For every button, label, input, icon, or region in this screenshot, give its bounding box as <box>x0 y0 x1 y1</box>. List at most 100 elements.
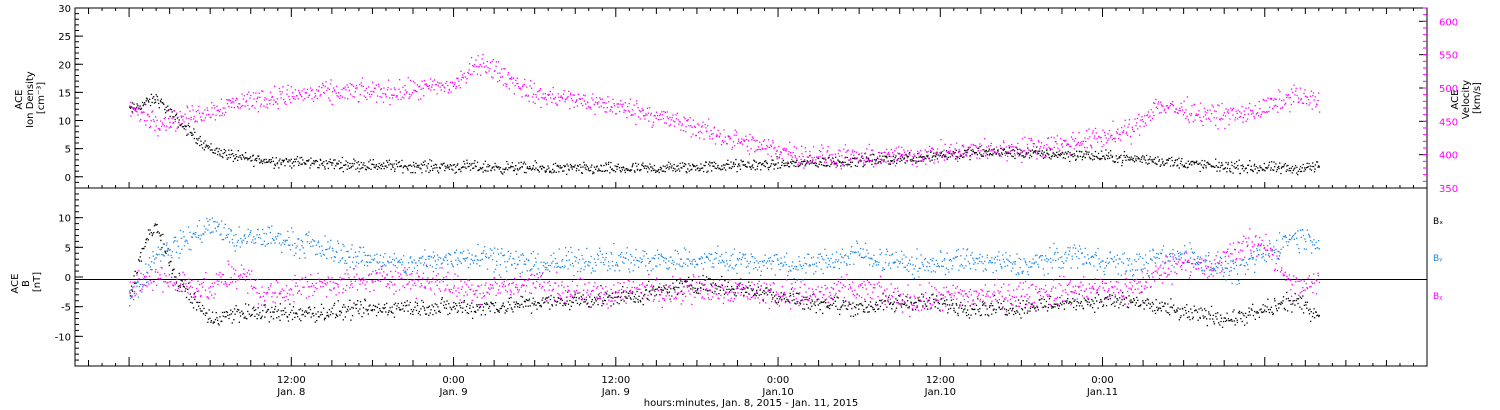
data-point <box>129 105 131 107</box>
data-point <box>972 148 974 151</box>
data-point <box>449 312 451 314</box>
data-point <box>732 288 734 290</box>
data-point <box>514 306 516 308</box>
data-point <box>733 294 736 296</box>
data-point <box>1117 161 1119 164</box>
data-point <box>1126 156 1129 158</box>
data-point <box>856 157 858 159</box>
data-point <box>1234 324 1236 326</box>
data-point <box>949 150 951 152</box>
data-point <box>1053 155 1055 157</box>
data-point <box>942 155 944 157</box>
data-point <box>194 298 196 300</box>
data-point <box>533 303 535 305</box>
data-point <box>336 314 338 317</box>
data-point <box>561 97 564 100</box>
data-point <box>382 92 384 95</box>
data-point <box>805 163 807 165</box>
data-point <box>212 113 214 115</box>
data-point <box>172 269 174 271</box>
data-point <box>395 96 397 98</box>
data-point <box>230 309 232 311</box>
data-point <box>585 299 587 301</box>
data-point <box>735 134 737 136</box>
data-point <box>852 157 854 159</box>
data-point <box>850 159 852 161</box>
data-point <box>1295 87 1297 89</box>
data-point <box>699 167 701 170</box>
data-point <box>973 152 975 154</box>
data-point <box>691 126 693 128</box>
data-point <box>597 170 599 172</box>
data-point <box>833 163 835 165</box>
data-point <box>1314 96 1316 98</box>
data-point <box>1124 156 1126 158</box>
data-point <box>556 301 558 303</box>
data-point <box>858 308 860 310</box>
data-point <box>980 144 983 147</box>
data-point <box>681 282 683 285</box>
data-point <box>556 104 559 106</box>
data-point <box>353 163 355 165</box>
data-point <box>777 167 779 169</box>
data-point <box>342 306 344 308</box>
data-point <box>429 159 431 161</box>
data-point <box>875 301 877 303</box>
data-point <box>1057 153 1059 156</box>
data-point <box>620 171 622 173</box>
data-point <box>1237 312 1240 314</box>
data-point <box>395 308 398 310</box>
data-point <box>139 256 141 258</box>
data-point <box>870 305 873 307</box>
data-point <box>710 283 712 285</box>
data-point <box>1121 299 1123 301</box>
data-point <box>968 147 970 149</box>
data-point <box>1184 306 1186 309</box>
data-point <box>795 292 798 294</box>
data-point <box>174 236 177 238</box>
data-point <box>193 128 195 130</box>
data-point <box>169 108 172 110</box>
data-point <box>778 295 780 297</box>
data-point <box>397 98 399 101</box>
data-point <box>814 301 816 303</box>
data-point <box>970 144 972 146</box>
data-point <box>1275 163 1277 165</box>
data-point <box>1204 160 1206 162</box>
data-point <box>288 95 290 98</box>
data-point <box>943 302 945 305</box>
data-point <box>440 163 442 165</box>
data-point <box>761 147 763 149</box>
data-point <box>755 295 757 297</box>
data-point <box>736 131 738 133</box>
data-point <box>866 148 868 150</box>
data-point <box>342 171 344 173</box>
data-point <box>763 289 765 292</box>
data-point <box>1145 124 1147 126</box>
data-point <box>654 115 656 117</box>
data-point <box>923 300 925 302</box>
data-point <box>326 162 329 164</box>
data-point <box>963 156 965 158</box>
data-point <box>505 168 507 170</box>
data-point <box>1196 160 1198 162</box>
data-point <box>1141 291 1143 293</box>
data-point <box>287 161 289 163</box>
data-point <box>1272 108 1274 110</box>
data-point <box>1226 171 1228 173</box>
data-point <box>842 161 844 164</box>
data-point <box>1276 310 1278 312</box>
data-point <box>241 310 243 312</box>
data-point <box>1256 172 1258 174</box>
data-point <box>870 154 872 156</box>
data-point <box>241 242 243 244</box>
data-point <box>742 160 744 162</box>
data-point <box>307 312 309 315</box>
data-point <box>970 149 972 151</box>
data-point <box>405 305 407 307</box>
data-point <box>1067 143 1069 145</box>
data-point <box>1137 305 1140 307</box>
data-point <box>893 159 895 161</box>
data-point <box>232 242 234 244</box>
data-point <box>579 98 581 100</box>
